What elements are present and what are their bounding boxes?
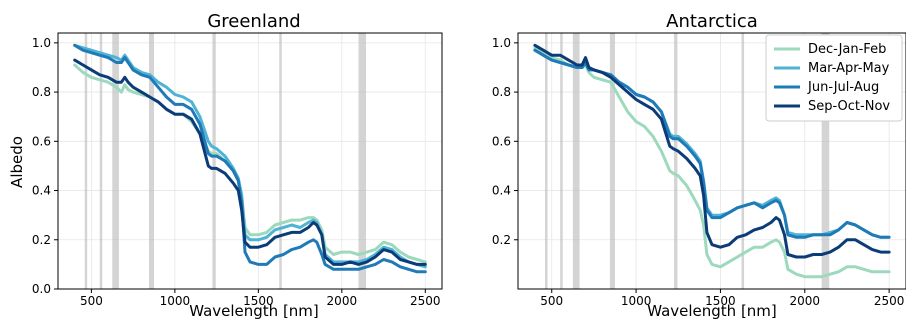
panel-title: Antarctica: [666, 11, 758, 32]
y-tick-label: 0.4: [492, 184, 511, 198]
x-tick-label: 2500: [874, 294, 905, 308]
plot-area: 500 1000 1500 2000 2500 0.0 0.2 0.4 0.6 0.8 1.0: [32, 32, 443, 308]
absorption-band: [821, 33, 830, 289]
plot-area: 500 1000 1500 2000 2500 0.2 0.4 0.6 0.8 1.0: [492, 32, 906, 308]
greenland-panel: Greenland Albedo Wavelength [nm] 500 1000…: [8, 11, 443, 320]
absorption-band: [674, 33, 678, 289]
series-line-dec-jan-feb: [533, 46, 891, 279]
x-axis-title: Wavelength [nm]: [647, 302, 777, 320]
y-tick-label: 0.8: [492, 85, 511, 99]
x-tick-label: 1000: [160, 294, 191, 308]
legend-label: Jun-Jul-Aug: [807, 80, 879, 95]
x-tick-label: 500: [80, 294, 103, 308]
x-tick-label: 2000: [327, 294, 358, 308]
y-axis-title: Albedo: [8, 136, 26, 188]
y-tick-label: 0.4: [32, 184, 51, 198]
y-tick-label: 0.8: [32, 85, 51, 99]
absorption-band: [99, 33, 103, 289]
x-tick-label: 1500: [705, 294, 736, 308]
absorption-band: [148, 33, 154, 289]
x-tick-label: 2500: [410, 294, 441, 308]
legend-label: Sep-Oct-Nov: [808, 99, 890, 114]
y-tick-label: 0.6: [32, 134, 51, 148]
antarctica-panel: Antarctica Wavelength [nm] 500 1000 1500 20…: [492, 11, 906, 320]
absorption-band: [84, 33, 88, 289]
legend-label: Mar-Apr-May: [808, 61, 890, 76]
absorption-band: [560, 33, 563, 289]
absorption-band: [609, 33, 615, 289]
plot-frame: [57, 32, 443, 290]
x-tick-label: 2000: [790, 294, 821, 308]
x-tick-label: 1000: [621, 294, 652, 308]
absorption-band: [572, 33, 580, 289]
series-line-sep-oct-nov: [533, 43, 891, 259]
y-tick-label: 0.2: [492, 233, 511, 247]
x-tick-label: 500: [540, 294, 563, 308]
y-tick-label: 1.0: [32, 36, 51, 50]
x-axis-title: Wavelength [nm]: [189, 302, 319, 320]
series-line-dec-jan-feb: [73, 63, 427, 264]
legend-frame: [765, 34, 903, 122]
absorption-band: [358, 33, 367, 289]
series-line-jun-jul-aug: [533, 48, 891, 239]
y-tick-label: 1.0: [492, 36, 511, 50]
legend: Dec-Jan-Feb Mar-Apr-May Jun-Jul-Aug Sep-Oct…: [765, 34, 903, 122]
absorption-band: [279, 33, 282, 289]
x-tick-label: 1500: [243, 294, 274, 308]
y-tick-label: 0.2: [32, 233, 51, 247]
absorption-band: [212, 33, 216, 289]
y-tick-label: 0.6: [492, 134, 511, 148]
absorption-band: [112, 33, 119, 289]
plot-frame: [517, 32, 906, 290]
panel-title: Greenland: [207, 11, 300, 32]
legend-label: Dec-Jan-Feb: [808, 42, 886, 57]
y-tick-label: 0.0: [32, 282, 51, 296]
series-line-sep-oct-nov: [73, 58, 427, 266]
absorption-band: [741, 33, 745, 289]
absorption-band: [544, 33, 548, 289]
